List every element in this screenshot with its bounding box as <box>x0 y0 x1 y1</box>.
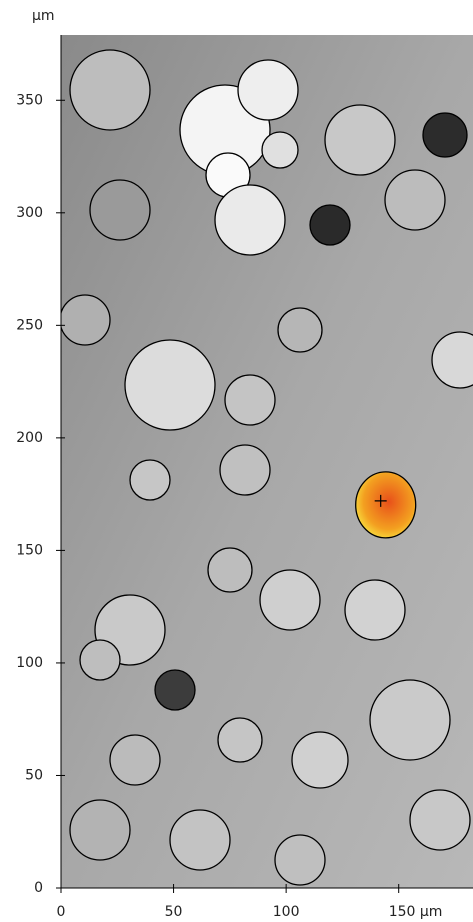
y-tick-label: 150 <box>16 542 43 558</box>
micrograph <box>61 35 473 888</box>
y-tick-label: 350 <box>16 92 43 108</box>
y-tick-label: 300 <box>16 205 43 221</box>
y-tick-label: 250 <box>16 317 43 333</box>
y-tick-label: 200 <box>16 430 43 446</box>
y-tick-label: 0 <box>34 880 43 896</box>
x-tick-label: 50 <box>165 904 183 920</box>
y-tick-label: 100 <box>16 655 43 671</box>
y-tick-label: 50 <box>25 767 43 783</box>
marker <box>374 494 387 507</box>
y-unit-label: µm <box>32 8 55 24</box>
selected-grain <box>355 471 417 539</box>
x-tick-label: 0 <box>57 904 66 920</box>
x-tick-label: 100 <box>273 904 300 920</box>
x-tick-label: 150 µm <box>389 904 443 920</box>
